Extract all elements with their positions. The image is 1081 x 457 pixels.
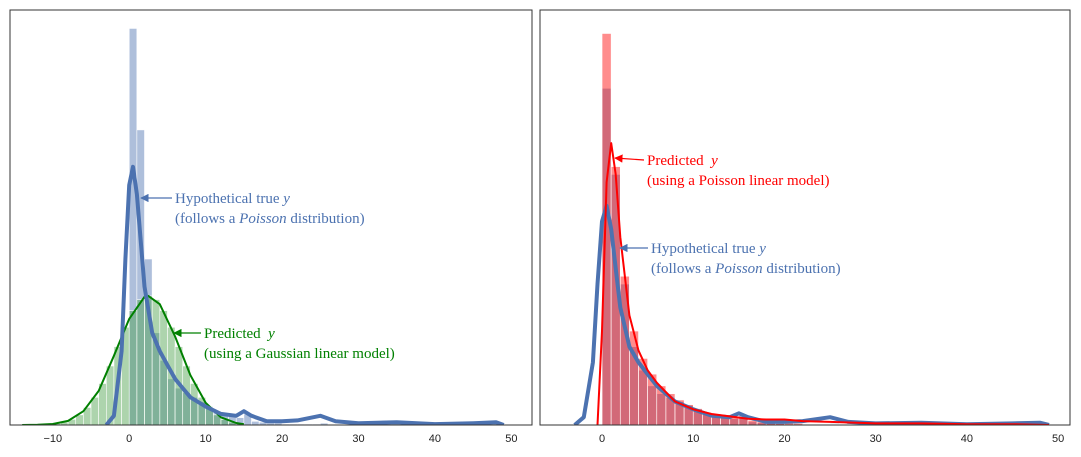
x-tick-label: 40 <box>961 433 973 445</box>
hist-bar <box>128 310 138 425</box>
annotation: Hypothetical true y <box>175 191 290 207</box>
kde-line <box>596 142 1050 425</box>
hist-bar <box>136 299 145 425</box>
annotation-text: distribution) <box>287 211 365 227</box>
x-tick-label: 0 <box>599 433 605 445</box>
x-tick-label: 30 <box>352 433 364 445</box>
annotation: Hypothetical true y <box>651 241 766 257</box>
plot-frame <box>9 9 533 426</box>
x-tick-label: 40 <box>429 433 441 445</box>
annotation-text: y <box>757 241 766 257</box>
annotation-text: (follows a <box>651 261 715 277</box>
annotation-text: (using a Poisson linear model) <box>647 173 829 189</box>
x-tick-label: 50 <box>1052 433 1064 445</box>
annotation-text: Poisson <box>238 211 287 227</box>
x-tick-label: 0 <box>126 433 132 445</box>
x-tick-label: 50 <box>505 433 517 445</box>
hist-bar <box>251 421 260 425</box>
annotation: (follows a Poisson distribution) <box>651 261 841 277</box>
hist-bar <box>190 383 199 425</box>
x-tick-label: 10 <box>200 433 212 445</box>
kde-line <box>104 164 505 425</box>
annotation-text: y <box>266 326 275 342</box>
annotation-text: Hypothetical true <box>175 191 283 207</box>
x-tick-label: 10 <box>687 433 699 445</box>
x-tick-label: 20 <box>778 433 790 445</box>
hist-bar <box>151 299 161 425</box>
annotation: Predicted y <box>647 153 718 169</box>
annotation-text: y <box>709 153 718 169</box>
annotation: Predicted y <box>204 326 275 342</box>
plot-area <box>573 33 1050 425</box>
annotation-text: Hypothetical true <box>651 241 759 257</box>
annotation-text: Predicted <box>204 326 268 342</box>
annotation-text: (follows a <box>175 211 239 227</box>
annotation: (using a Gaussian linear model) <box>204 346 395 362</box>
hist-bar <box>159 310 168 425</box>
annotation-text: (using a Gaussian linear model) <box>204 346 395 362</box>
hist-bar <box>90 397 99 425</box>
annotation-arrow <box>614 154 645 163</box>
plot-frame <box>539 9 1071 426</box>
annotation: (follows a Poisson distribution) <box>175 211 365 227</box>
annotation-text: distribution) <box>763 261 841 277</box>
x-tick-label: −10 <box>43 433 62 445</box>
annotation-text: Poisson <box>714 261 763 277</box>
annotation-text: Predicted <box>647 153 711 169</box>
x-tick-label: 30 <box>870 433 882 445</box>
plot-area <box>22 28 505 425</box>
annotation-text: y <box>281 191 290 207</box>
x-tick-label: 20 <box>276 433 288 445</box>
annotation: (using a Poisson linear model) <box>647 173 829 189</box>
